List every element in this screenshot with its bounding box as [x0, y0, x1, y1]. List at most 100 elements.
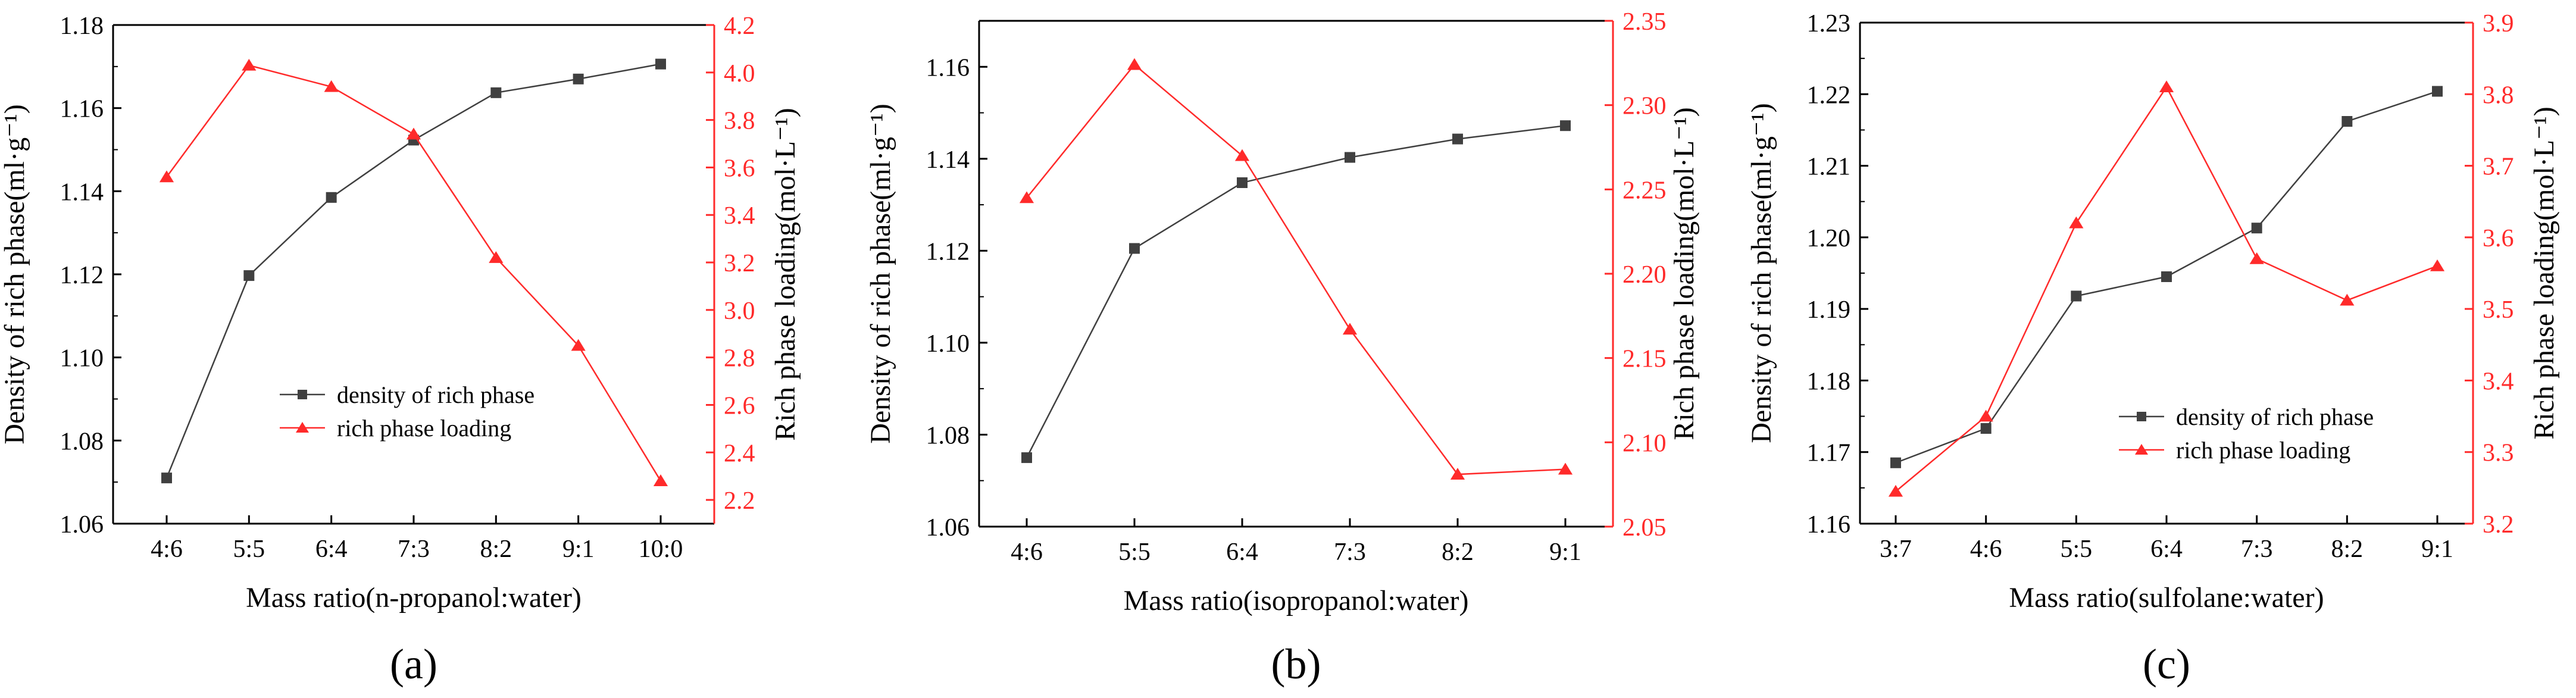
- rich-phase-loading-line: [1026, 63, 1566, 475]
- density-point: [573, 73, 584, 84]
- panel-label: (a): [390, 640, 437, 688]
- right-y-tick-label: 3.8: [2483, 82, 2514, 109]
- right-y-axis-title: Rich phase loading(mol·L⁻¹): [770, 108, 801, 441]
- right-y-tick-label: 3.5: [2483, 296, 2514, 324]
- density-point: [2071, 290, 2082, 302]
- density-point: [1452, 133, 1463, 145]
- density-point: [2161, 271, 2172, 283]
- x-tick-label: 4:6: [1011, 539, 1043, 566]
- legend-square-marker: [298, 390, 307, 399]
- chart-panel-1: 1.06 1.08 1.10 1.12 1.14 1.16 1.18 2.2 2.4 2.6 2.8…: [0, 12, 801, 688]
- rich-phase-loading-point: [2340, 293, 2355, 306]
- density-point: [1890, 457, 1901, 468]
- rich-phase-loading-point: [406, 127, 421, 140]
- density-point: [326, 192, 337, 203]
- density-point: [1129, 243, 1140, 254]
- panel-label: (b): [1271, 640, 1321, 688]
- right-y-tick-label: 2.30: [1622, 93, 1667, 120]
- density-point: [1560, 120, 1571, 132]
- left-y-tick-label: 1.08: [60, 428, 104, 455]
- x-tick-label: 9:1: [562, 536, 595, 563]
- legend-triangle-marker: [2135, 444, 2148, 455]
- left-y-tick-label: 1.17: [1807, 440, 1851, 467]
- rich-phase-loading-point: [1342, 323, 1358, 335]
- right-y-tick-label: 2.10: [1622, 430, 1667, 457]
- density-point: [1980, 423, 1992, 434]
- left-y-tick-label: 1.12: [926, 238, 970, 265]
- x-tick-label: 6:4: [315, 536, 348, 563]
- density-point: [2432, 86, 2443, 97]
- right-y-tick-label: 2.20: [1622, 261, 1667, 289]
- chart-legend: density of rich phase rich phase loading: [2119, 403, 2374, 464]
- x-tick-label: 7:3: [398, 536, 430, 563]
- left-y-tick-label: 1.14: [926, 146, 970, 174]
- x-tick-label: 3:7: [1880, 536, 1912, 563]
- right-y-tick-label: 2.6: [724, 392, 755, 420]
- x-tick-label: 7:3: [2241, 536, 2273, 563]
- right-y-tick-label: 4.2: [724, 12, 755, 40]
- right-y-tick-label: 3.2: [2483, 511, 2514, 539]
- rich-phase-loading-point: [324, 80, 339, 92]
- rich-phase-loading-point: [1127, 58, 1142, 70]
- right-y-tick-label: 2.2: [724, 487, 755, 515]
- rich-phase-loading-point: [653, 474, 668, 486]
- chart-legend: density of rich phase rich phase loading: [280, 381, 534, 442]
- rich-phase-loading-point: [159, 170, 174, 183]
- legend-entry-label: rich phase loading: [2176, 437, 2350, 464]
- right-y-tick-label: 4.0: [724, 60, 755, 87]
- right-y-tick-label: 3.3: [2483, 440, 2514, 467]
- density-point: [1237, 177, 1248, 188]
- x-tick-label: 4:6: [151, 536, 183, 563]
- left-y-tick-label: 1.06: [926, 514, 970, 542]
- right-y-tick-label: 3.9: [2483, 10, 2514, 37]
- density-point: [243, 270, 255, 281]
- rich-phase-loading-point: [2249, 252, 2264, 264]
- legend-entry-label: rich phase loading: [337, 415, 511, 442]
- chart-panel-2: 1.06 1.08 1.10 1.12 1.14 1.16 2.05 2.10 2.15 2.20…: [865, 8, 1700, 688]
- density-point: [1345, 152, 1355, 163]
- x-tick-label: 9:1: [2421, 536, 2453, 563]
- density-line: [1026, 124, 1566, 458]
- left-y-axis-title: Density of rich phase(ml·g⁻¹): [865, 104, 896, 444]
- left-y-tick-label: 1.08: [926, 422, 970, 449]
- left-y-tick-label: 1.23: [1807, 10, 1851, 37]
- right-y-tick-label: 3.2: [724, 250, 755, 277]
- right-y-axis-title: Rich phase loading(mol·L⁻¹): [1668, 107, 1700, 440]
- rich-phase-loading-point: [2159, 80, 2174, 93]
- left-y-axis-title: Density of rich phase(ml·g⁻¹): [1746, 103, 1777, 443]
- left-y-tick-label: 1.21: [1807, 154, 1851, 181]
- legend-triangle-marker: [296, 422, 309, 433]
- right-y-tick-label: 2.15: [1622, 346, 1667, 373]
- x-tick-label: 6:4: [2150, 536, 2183, 563]
- rich-phase-loading-point: [571, 339, 586, 351]
- rich-phase-loading-line: [1895, 85, 2438, 492]
- x-axis-title: Mass ratio(sulfolane:water): [2009, 582, 2324, 614]
- x-axis-title: Mass ratio(isopropanol:water): [1124, 585, 1469, 616]
- right-y-tick-label: 3.0: [724, 298, 755, 325]
- left-y-tick-label: 1.12: [60, 262, 104, 289]
- x-tick-label: 5:5: [233, 536, 265, 563]
- right-y-tick-label: 3.4: [2483, 368, 2514, 395]
- x-tick-label: 9:1: [1549, 539, 1581, 566]
- panel-label: (c): [2143, 640, 2190, 688]
- density-point: [2341, 115, 2353, 127]
- rich-phase-loading-point: [2069, 216, 2084, 229]
- rich-phase-loading-point: [1019, 191, 1034, 204]
- right-y-tick-label: 3.6: [2483, 225, 2514, 252]
- right-y-tick-label: 2.4: [724, 440, 755, 467]
- right-y-axis-title: Rich phase loading(mol·L⁻¹): [2528, 107, 2560, 440]
- x-tick-label: 7:3: [1334, 539, 1366, 566]
- right-y-tick-label: 3.8: [724, 108, 755, 135]
- rich-phase-loading-point: [489, 251, 504, 263]
- rich-phase-loading-point: [2430, 259, 2445, 271]
- right-y-tick-label: 3.6: [724, 155, 755, 182]
- density-point: [2251, 223, 2262, 234]
- left-y-tick-label: 1.14: [60, 179, 104, 206]
- chart-panel-3: 1.16 1.17 1.18 1.19 1.20 1.21 1.22 1.23 3.2 3.3 3.…: [1746, 10, 2560, 688]
- x-tick-label: 10:0: [639, 536, 683, 563]
- x-tick-label: 6:4: [1226, 539, 1258, 566]
- left-y-tick-label: 1.19: [1807, 296, 1851, 324]
- rich-phase-loading-point: [1888, 484, 1903, 497]
